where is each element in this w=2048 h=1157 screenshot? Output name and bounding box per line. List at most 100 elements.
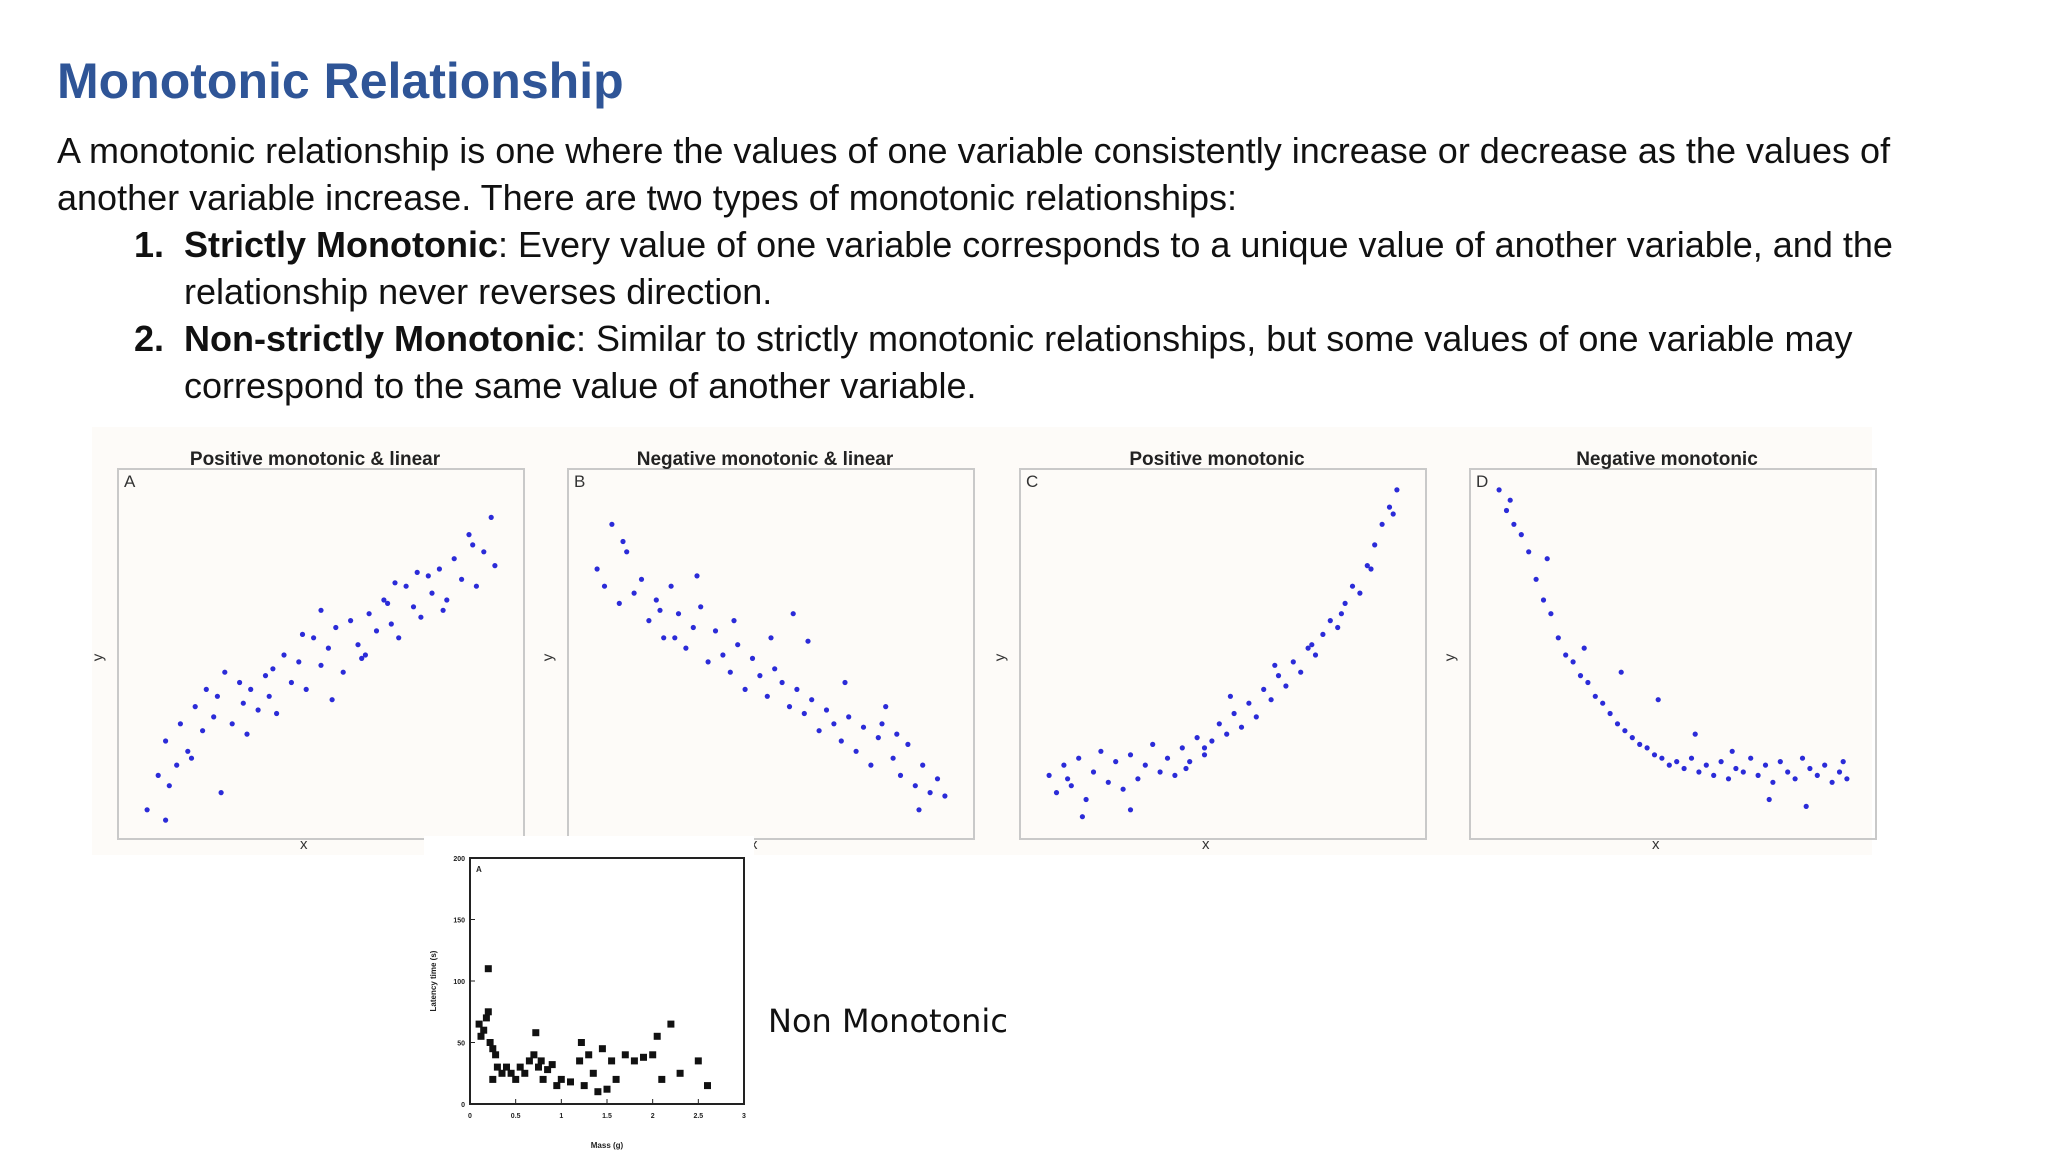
- panel-c: Positive monotonic C x y: [991, 427, 1440, 855]
- panel-letter: C: [1026, 472, 1039, 491]
- data-point: [1748, 755, 1754, 761]
- data-point: [203, 686, 209, 692]
- data-point: [489, 1075, 497, 1083]
- data-point: [516, 1063, 524, 1071]
- data-point: [537, 1057, 545, 1065]
- data-point: [868, 762, 874, 768]
- data-point: [601, 583, 608, 589]
- data-point: [1840, 759, 1846, 765]
- data-point: [786, 704, 793, 710]
- data-point: [1733, 765, 1739, 772]
- data-point: [1227, 693, 1233, 699]
- data-point: [396, 635, 402, 641]
- data-point: [451, 556, 457, 562]
- data-point: [1725, 776, 1732, 782]
- data-point: [296, 659, 302, 665]
- list-text: : Similar to strictly monotonic relation…: [184, 318, 1853, 406]
- data-point: [459, 576, 465, 582]
- data-point: [174, 762, 180, 768]
- data-point: [646, 618, 652, 624]
- data-point: [544, 1066, 552, 1074]
- y-tick-label: 50: [457, 1041, 465, 1048]
- list-item: 1. Strictly Monotonic: Every value of on…: [134, 221, 1984, 315]
- data-point: [630, 1057, 638, 1065]
- data-point: [603, 1085, 611, 1093]
- data-point: [576, 1057, 584, 1065]
- data-point: [1216, 721, 1222, 727]
- data-point: [1622, 728, 1628, 734]
- data-point: [683, 645, 689, 651]
- data-point: [498, 1069, 506, 1077]
- data-point: [200, 728, 206, 734]
- data-point: [1290, 659, 1296, 665]
- data-point: [1792, 776, 1798, 782]
- data-point: [281, 652, 287, 658]
- data-point: [1364, 563, 1370, 569]
- data-point: [620, 538, 626, 545]
- data-point: [1681, 765, 1687, 772]
- data-point: [359, 655, 365, 661]
- data-point: [567, 1078, 574, 1086]
- data-point: [1555, 635, 1561, 641]
- data-point: [675, 611, 682, 617]
- data-point: [1275, 673, 1282, 679]
- data-point: [477, 1032, 485, 1040]
- data-point: [535, 1063, 542, 1071]
- data-point: [657, 607, 663, 613]
- data-point: [539, 1075, 547, 1083]
- data-point: [1803, 803, 1809, 809]
- data-point: [1368, 566, 1374, 572]
- data-point: [577, 1039, 585, 1046]
- data-point: [1718, 759, 1724, 765]
- y-axis-label: Latency time (s): [429, 950, 438, 1011]
- data-point: [720, 652, 726, 658]
- data-point: [366, 611, 372, 617]
- data-point: [631, 590, 637, 596]
- data-point: [1246, 700, 1252, 706]
- data-point: [440, 607, 446, 613]
- data-point: [779, 679, 785, 686]
- data-point: [1079, 814, 1085, 820]
- x-tick-label: 2: [651, 1113, 655, 1120]
- data-point: [557, 1075, 565, 1083]
- data-point: [594, 566, 600, 572]
- list-text: : Every value of one variable correspond…: [184, 224, 1893, 312]
- data-point: [831, 721, 837, 727]
- data-point: [1822, 762, 1828, 768]
- data-point: [1836, 769, 1843, 775]
- y-axis-label: y: [539, 653, 557, 662]
- data-point: [667, 1020, 675, 1028]
- data-point: [1283, 683, 1289, 689]
- data-point: [1655, 697, 1661, 703]
- panel-c-plot: [1019, 468, 1427, 840]
- data-point: [653, 597, 659, 603]
- data-point: [229, 721, 235, 727]
- data-point: [1320, 631, 1326, 637]
- x-tick-label: 1.5: [602, 1113, 612, 1120]
- data-point: [1183, 765, 1189, 772]
- list-number: 1.: [134, 224, 165, 265]
- data-point: [875, 735, 881, 741]
- data-point: [1065, 776, 1071, 782]
- y-tick-label: 150: [453, 918, 465, 925]
- data-point: [894, 731, 900, 737]
- data-point: [1618, 669, 1624, 675]
- data-point: [1607, 710, 1613, 717]
- data-point: [805, 638, 811, 644]
- data-point: [790, 611, 796, 617]
- data-point: [248, 686, 254, 692]
- data-point: [694, 1057, 702, 1065]
- data-point: [1674, 759, 1680, 765]
- data-point: [690, 624, 696, 631]
- data-point: [532, 1029, 540, 1037]
- data-point: [757, 673, 763, 679]
- y-axis-label: y: [89, 653, 107, 662]
- data-point: [942, 793, 948, 799]
- data-point: [801, 710, 807, 717]
- data-point: [927, 790, 933, 796]
- data-point: [1142, 762, 1148, 768]
- data-point: [598, 1045, 606, 1053]
- data-point: [355, 642, 361, 648]
- data-point: [507, 1069, 515, 1077]
- data-point: [381, 597, 387, 603]
